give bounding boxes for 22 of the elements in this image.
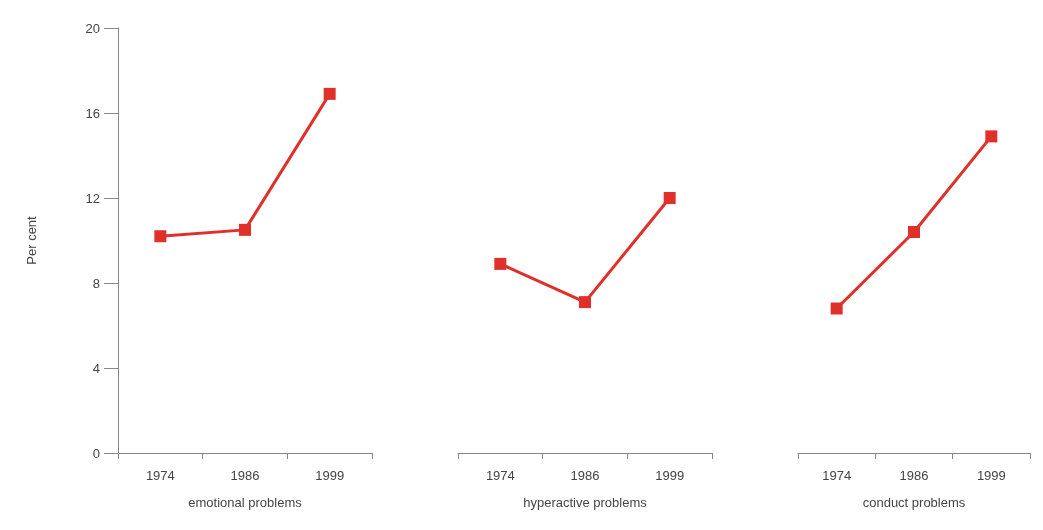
y-axis-title: Per cent: [24, 215, 39, 265]
x-tick-label: 1986: [230, 468, 260, 483]
x-axis-title: conduct problems: [862, 495, 966, 510]
x-axis-title: hyperactive problems: [523, 495, 648, 510]
x-tick-label: 1974: [822, 468, 852, 483]
x-tick-label: 1999: [315, 468, 345, 483]
x-tick-label: 1974: [145, 468, 175, 483]
point: [154, 230, 167, 243]
y-tick-label: 16: [85, 105, 100, 121]
y-tick-label: 4: [92, 360, 100, 376]
y-tick-label: 0: [92, 445, 100, 461]
x-tick-label: 1999: [976, 468, 1006, 483]
point: [239, 223, 251, 236]
y-tick-label: 20: [85, 20, 100, 36]
x-tick-label: 1974: [485, 468, 515, 483]
x-tick-label: 1986: [570, 468, 600, 483]
point: [323, 87, 336, 100]
x-tick-label: 1999: [655, 468, 685, 483]
y-tick-label: 8: [92, 275, 100, 291]
x-tick-label: 1986: [899, 468, 929, 483]
x-axis-title: emotional problems: [188, 495, 303, 510]
y-tick-label: 12: [85, 190, 100, 206]
